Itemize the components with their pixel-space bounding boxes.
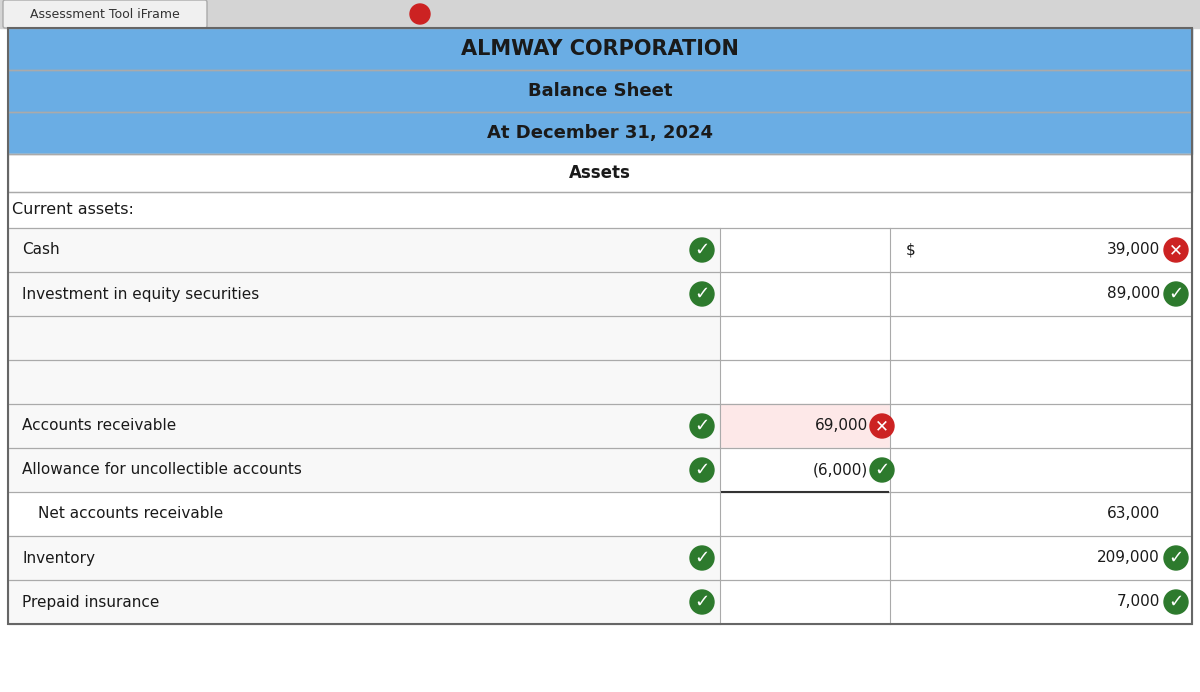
Bar	[8, 70, 1192, 112]
Circle shape	[690, 282, 714, 306]
Bar	[720, 360, 890, 404]
Bar	[8, 154, 1192, 192]
Bar	[890, 316, 1192, 360]
Text: 39,000: 39,000	[1106, 242, 1160, 257]
Text: Current assets:: Current assets:	[12, 203, 134, 217]
Bar	[8, 228, 1192, 272]
Text: ✓: ✓	[695, 285, 709, 303]
Bar	[720, 448, 890, 492]
Circle shape	[690, 414, 714, 438]
Text: ✓: ✓	[695, 417, 709, 435]
Circle shape	[1164, 238, 1188, 262]
Text: $: $	[906, 242, 916, 257]
Bar	[890, 360, 1192, 404]
Bar	[8, 154, 1192, 192]
Text: ✓: ✓	[695, 593, 709, 611]
Bar	[8, 112, 1192, 154]
Bar	[8, 316, 1192, 360]
Bar	[8, 448, 1192, 492]
Bar	[720, 580, 890, 624]
Circle shape	[690, 238, 714, 262]
Bar	[8, 192, 1192, 228]
Circle shape	[1164, 546, 1188, 570]
Bar	[8, 492, 1192, 536]
Text: 89,000: 89,000	[1106, 286, 1160, 302]
Bar	[8, 112, 1192, 154]
Bar	[0, 0, 1200, 28]
Text: ✓: ✓	[1169, 549, 1183, 567]
Text: Assets: Assets	[569, 164, 631, 182]
Text: ✓: ✓	[695, 549, 709, 567]
Text: Inventory: Inventory	[22, 551, 95, 565]
Text: 7,000: 7,000	[1117, 594, 1160, 610]
Bar	[720, 316, 890, 360]
Text: Accounts receivable: Accounts receivable	[22, 419, 176, 433]
Bar	[890, 448, 1192, 492]
Text: 63,000: 63,000	[1106, 507, 1160, 522]
Text: ✓: ✓	[695, 241, 709, 259]
Bar	[8, 580, 720, 624]
Bar	[8, 492, 720, 536]
Text: Assessment Tool iFrame: Assessment Tool iFrame	[30, 8, 180, 21]
Circle shape	[690, 458, 714, 482]
Text: ✕: ✕	[875, 417, 889, 435]
Circle shape	[870, 414, 894, 438]
Bar	[8, 580, 1192, 624]
Bar	[890, 536, 1192, 580]
Bar	[720, 404, 890, 448]
Bar	[8, 28, 1192, 70]
Bar	[8, 272, 720, 316]
Text: At December 31, 2024: At December 31, 2024	[487, 124, 713, 142]
Bar	[720, 272, 890, 316]
Bar	[890, 272, 1192, 316]
Bar	[8, 316, 720, 360]
Bar	[8, 28, 1192, 70]
Bar	[890, 492, 1192, 536]
Circle shape	[690, 546, 714, 570]
Circle shape	[1164, 282, 1188, 306]
Bar	[720, 228, 890, 272]
Bar	[720, 536, 890, 580]
Bar	[890, 404, 1192, 448]
Text: Net accounts receivable: Net accounts receivable	[38, 507, 223, 522]
Bar	[8, 360, 720, 404]
Circle shape	[870, 458, 894, 482]
Text: 69,000: 69,000	[815, 419, 868, 433]
Text: Prepaid insurance: Prepaid insurance	[22, 594, 160, 610]
Text: ALMWAY CORPORATION: ALMWAY CORPORATION	[461, 39, 739, 59]
Bar	[890, 228, 1192, 272]
Bar	[890, 580, 1192, 624]
Text: 209,000: 209,000	[1097, 551, 1160, 565]
Bar	[8, 404, 720, 448]
Bar	[8, 192, 1192, 228]
Text: ✕: ✕	[1169, 241, 1183, 259]
Text: ✓: ✓	[875, 461, 889, 479]
Text: Balance Sheet: Balance Sheet	[528, 82, 672, 100]
Bar	[8, 272, 1192, 316]
Text: (6,000): (6,000)	[812, 462, 868, 477]
Bar	[8, 536, 1192, 580]
Bar	[8, 228, 720, 272]
FancyBboxPatch shape	[2, 0, 208, 28]
Text: Cash: Cash	[22, 242, 60, 257]
Bar	[8, 448, 720, 492]
Text: ✓: ✓	[695, 461, 709, 479]
Text: ✓: ✓	[1169, 593, 1183, 611]
Bar	[8, 28, 1192, 624]
Bar	[8, 404, 1192, 448]
Bar	[8, 536, 720, 580]
Bar	[720, 492, 890, 536]
Bar	[8, 70, 1192, 112]
Text: Allowance for uncollectible accounts: Allowance for uncollectible accounts	[22, 462, 302, 477]
Text: Investment in equity securities: Investment in equity securities	[22, 286, 259, 302]
Text: ✓: ✓	[1169, 285, 1183, 303]
Circle shape	[1164, 590, 1188, 614]
Circle shape	[410, 4, 430, 24]
Circle shape	[690, 590, 714, 614]
Bar	[8, 360, 1192, 404]
